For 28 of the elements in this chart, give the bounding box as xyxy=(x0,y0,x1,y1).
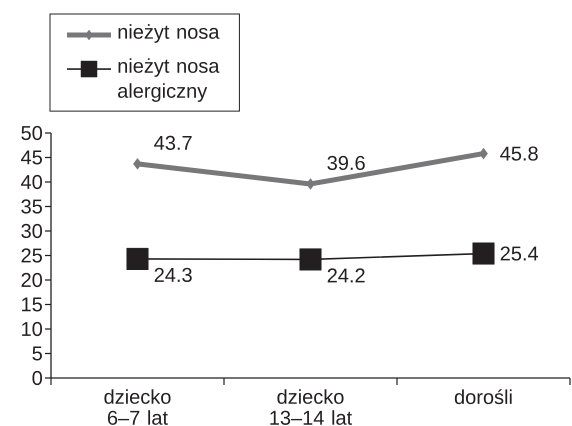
y-tick-label: 15 xyxy=(22,298,42,312)
data-label: 43.7 xyxy=(154,136,192,150)
legend-label: nieżyt nosa alergiczny xyxy=(118,58,220,102)
point xyxy=(299,248,322,270)
x-tick-label: dziecko 13–14 lat xyxy=(270,389,352,425)
point xyxy=(306,178,315,190)
legend-label: nieżyt nosa xyxy=(118,24,220,43)
y-tick-label: 5 xyxy=(32,346,42,360)
y-tick-label: 45 xyxy=(21,150,42,164)
y-tick-label: 40 xyxy=(21,174,42,190)
data-label: 25.4 xyxy=(500,246,538,261)
y-tick-label: 35 xyxy=(21,199,42,214)
y-tick-label: 30 xyxy=(21,224,42,238)
point xyxy=(133,158,142,170)
point xyxy=(126,248,149,270)
data-label: 24.3 xyxy=(154,268,192,282)
data-label: 45.8 xyxy=(500,146,538,161)
y-tick-label: 20 xyxy=(22,272,42,288)
y-tick-label: 0 xyxy=(32,370,42,386)
y-tick-label: 25 xyxy=(22,248,42,263)
x-tick-label: dorośli xyxy=(454,389,512,404)
y-tick-label: 10 xyxy=(22,322,42,336)
data-label: 24.2 xyxy=(328,268,365,282)
point xyxy=(472,242,495,265)
data-label: 39.6 xyxy=(327,156,365,170)
point xyxy=(479,148,488,160)
y-tick-label: 50 xyxy=(21,126,42,140)
x-tick-label: dziecko 6–7 lat xyxy=(104,389,171,425)
